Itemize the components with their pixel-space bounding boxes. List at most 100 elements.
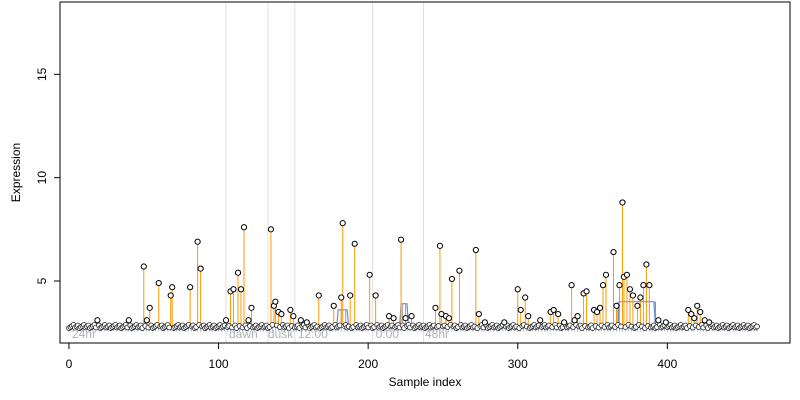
region-label: dusk <box>268 327 294 341</box>
x-axis: 0 100 200 300 400 <box>66 342 678 371</box>
x-tick-label: 200 <box>358 357 378 371</box>
data-point <box>537 317 544 324</box>
data-point <box>366 271 373 278</box>
data-point <box>338 294 345 301</box>
data-point <box>613 302 620 309</box>
points-layer <box>66 199 760 331</box>
y-tick-label: 5 <box>35 277 49 284</box>
data-point <box>568 282 575 289</box>
data-point <box>640 282 647 289</box>
y-tick-label: 15 <box>35 67 49 81</box>
data-point <box>272 298 279 305</box>
data-point <box>599 282 607 289</box>
x-axis-title: Sample index <box>389 375 462 389</box>
data-point <box>561 319 568 326</box>
x-tick-label: 400 <box>657 357 677 371</box>
data-point <box>402 315 409 322</box>
data-point <box>287 306 294 314</box>
data-point <box>754 323 760 330</box>
data-point <box>248 304 255 311</box>
data-point <box>290 313 297 320</box>
data-point <box>347 292 354 299</box>
data-point <box>610 248 617 256</box>
data-point <box>456 267 463 274</box>
data-point <box>408 313 415 320</box>
data-point <box>194 238 201 245</box>
data-point <box>555 310 562 318</box>
data-point <box>187 284 194 291</box>
data-point <box>602 271 610 278</box>
data-point <box>166 324 173 331</box>
region-label: 24hr <box>72 327 96 341</box>
data-point <box>339 220 346 227</box>
data-point <box>662 319 669 326</box>
data-point <box>593 308 601 316</box>
data-point <box>517 306 524 314</box>
data-point <box>237 286 245 293</box>
data-point <box>303 319 310 326</box>
region-label: 48hr <box>425 327 449 341</box>
data-point <box>169 284 176 291</box>
data-point <box>706 319 713 326</box>
data-point <box>616 282 623 289</box>
data-point <box>240 224 248 231</box>
data-point <box>629 292 637 299</box>
region-label: dawn <box>229 327 258 341</box>
data-point <box>146 304 153 311</box>
data-point <box>688 310 695 318</box>
data-point <box>685 306 692 314</box>
data-point <box>571 317 578 324</box>
data-point <box>167 292 174 299</box>
data-point <box>623 271 631 278</box>
y-axis: 5 10 15 <box>35 67 61 284</box>
data-point <box>297 317 304 324</box>
y-axis-title: Expression <box>9 143 23 202</box>
data-point <box>245 317 252 324</box>
x-tick-label: 100 <box>209 357 229 371</box>
data-point <box>574 313 581 320</box>
data-point <box>197 265 204 272</box>
data-point <box>278 310 285 318</box>
data-point <box>397 236 405 243</box>
data-point <box>514 286 521 293</box>
data-point <box>618 323 624 330</box>
data-point <box>436 242 444 249</box>
data-point <box>230 286 237 293</box>
data-point <box>643 261 650 268</box>
data-point <box>445 315 453 322</box>
plot-box <box>59 1 791 344</box>
data-point <box>222 317 230 324</box>
data-point <box>637 294 644 301</box>
data-point <box>432 304 439 311</box>
data-point <box>522 294 529 301</box>
data-point <box>330 302 337 309</box>
data-point <box>501 319 508 326</box>
data-point <box>234 269 242 276</box>
data-point <box>372 292 379 299</box>
data-point <box>448 275 456 283</box>
data-point <box>140 263 147 270</box>
data-point <box>315 292 322 299</box>
data-point <box>94 317 101 324</box>
data-point <box>481 319 488 326</box>
data-point <box>550 306 557 314</box>
data-point <box>691 315 698 322</box>
data-point <box>583 288 590 295</box>
data-point <box>475 310 482 318</box>
data-point <box>646 282 653 289</box>
data-point <box>596 304 604 311</box>
x-tick-label: 300 <box>508 357 528 371</box>
data-point <box>155 279 162 287</box>
data-point <box>626 286 634 293</box>
data-point <box>634 302 641 309</box>
data-point <box>143 317 150 324</box>
y-tick-label: 10 <box>35 171 49 185</box>
data-point <box>694 302 701 309</box>
data-point <box>697 308 704 316</box>
data-point <box>351 240 358 247</box>
data-point <box>525 313 532 320</box>
region-labels: 24hr dawn dusk 12:00 0:00 48hr <box>72 327 449 341</box>
region-label: 12:00 <box>298 327 328 341</box>
data-point <box>125 317 132 324</box>
